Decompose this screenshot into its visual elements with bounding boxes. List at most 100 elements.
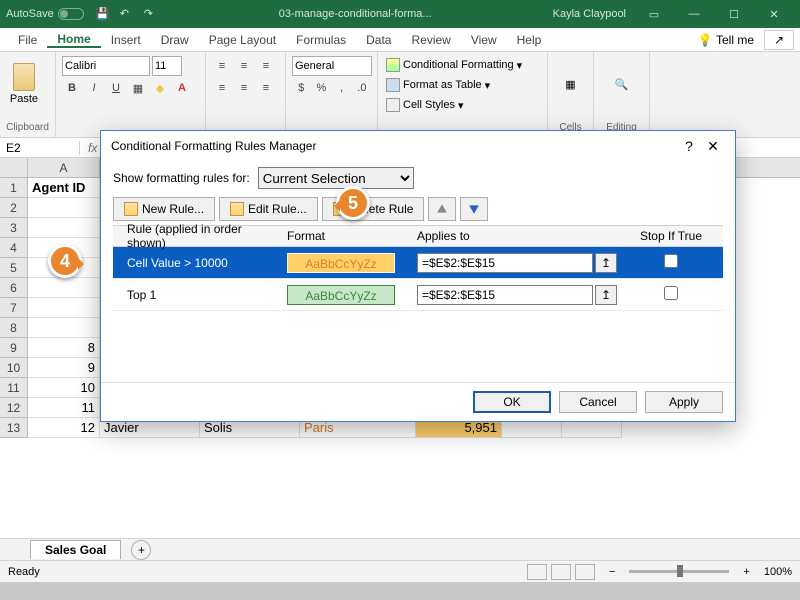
tab-insert[interactable]: Insert: [101, 33, 151, 47]
cell-styles-button[interactable]: Cell Styles ▾: [384, 96, 541, 114]
cell[interactable]: 8: [28, 338, 100, 358]
align-mid-icon[interactable]: ≡: [234, 56, 254, 76]
help-icon[interactable]: ?: [677, 138, 701, 154]
cell[interactable]: 9: [28, 358, 100, 378]
applies-to-input[interactable]: [417, 253, 593, 273]
row-header[interactable]: 5: [0, 258, 28, 278]
filename-label: 03-manage-conditional-forma...: [158, 8, 553, 20]
save-icon[interactable]: 💾: [96, 7, 110, 21]
tab-data[interactable]: Data: [356, 33, 401, 47]
select-all-corner[interactable]: [0, 158, 28, 177]
align-bot-icon[interactable]: ≡: [256, 56, 276, 76]
underline-button[interactable]: U: [106, 78, 126, 98]
tell-me[interactable]: 💡 Tell me: [698, 33, 754, 47]
ribbon-options-icon[interactable]: ▭: [634, 0, 674, 28]
paste-button[interactable]: Paste: [6, 56, 42, 112]
inc-decimal-icon[interactable]: .0: [353, 78, 371, 98]
close-icon[interactable]: ✕: [754, 0, 794, 28]
stop-if-true-checkbox[interactable]: [664, 286, 678, 300]
format-as-table-button[interactable]: Format as Table ▾: [384, 76, 541, 94]
comma-icon[interactable]: ,: [333, 78, 351, 98]
edit-rule-icon: [230, 202, 244, 216]
sheet-tab-active[interactable]: Sales Goal: [30, 540, 121, 559]
format-preview: AaBbCcYyZz: [287, 285, 395, 305]
row-header[interactable]: 1: [0, 178, 28, 198]
stop-if-true-checkbox[interactable]: [664, 254, 678, 268]
move-up-button[interactable]: [428, 197, 456, 221]
cell[interactable]: 10: [28, 378, 100, 398]
col-header-A[interactable]: A: [28, 158, 100, 177]
font-size-input[interactable]: [152, 56, 182, 76]
show-rules-select[interactable]: Current Selection: [258, 167, 414, 189]
move-down-button[interactable]: [460, 197, 488, 221]
bold-button[interactable]: B: [62, 78, 82, 98]
redo-icon[interactable]: ↷: [144, 7, 158, 21]
rule-row[interactable]: Top 1AaBbCcYyZz↥: [113, 279, 723, 311]
edit-rule-button[interactable]: Edit Rule...: [219, 197, 318, 221]
range-picker-icon[interactable]: ↥: [595, 253, 617, 273]
tab-home[interactable]: Home: [47, 32, 100, 48]
row-header[interactable]: 2: [0, 198, 28, 218]
font-name-input[interactable]: [62, 56, 150, 76]
row-header[interactable]: 9: [0, 338, 28, 358]
cell[interactable]: [28, 198, 100, 218]
row-header[interactable]: 6: [0, 278, 28, 298]
minimize-icon[interactable]: —: [674, 0, 714, 28]
font-color-button[interactable]: A: [172, 78, 192, 98]
cell[interactable]: [28, 278, 100, 298]
row-header[interactable]: 4: [0, 238, 28, 258]
currency-icon[interactable]: $: [292, 78, 310, 98]
rule-row[interactable]: Cell Value > 10000AaBbCcYyZz↥: [113, 247, 723, 279]
zoom-slider[interactable]: [629, 570, 729, 573]
tab-draw[interactable]: Draw: [151, 33, 199, 47]
border-button[interactable]: ▦: [128, 78, 148, 98]
apply-button[interactable]: Apply: [645, 391, 723, 413]
cell[interactable]: [28, 218, 100, 238]
ok-button[interactable]: OK: [473, 391, 551, 413]
share-button[interactable]: ↗: [764, 30, 794, 50]
align-top-icon[interactable]: ≡: [212, 56, 232, 76]
row-header[interactable]: 12: [0, 398, 28, 418]
row-header[interactable]: 3: [0, 218, 28, 238]
toggle-off-icon[interactable]: [58, 8, 84, 20]
percent-icon[interactable]: %: [312, 78, 330, 98]
new-rule-button[interactable]: New Rule...: [113, 197, 215, 221]
tab-file[interactable]: File: [8, 33, 47, 47]
undo-icon[interactable]: ↶: [120, 7, 134, 21]
tab-help[interactable]: Help: [507, 33, 552, 47]
add-sheet-button[interactable]: +: [131, 540, 151, 560]
tab-view[interactable]: View: [461, 33, 507, 47]
align-left-icon[interactable]: ≡: [212, 78, 232, 98]
user-name[interactable]: Kayla Claypool: [553, 8, 626, 20]
cell[interactable]: 11: [28, 398, 100, 418]
tab-page-layout[interactable]: Page Layout: [199, 33, 286, 47]
tab-review[interactable]: Review: [401, 33, 460, 47]
row-header[interactable]: 7: [0, 298, 28, 318]
cell[interactable]: Agent ID: [28, 178, 100, 198]
maximize-icon[interactable]: ☐: [714, 0, 754, 28]
conditional-formatting-button[interactable]: Conditional Formatting ▾: [384, 56, 541, 74]
align-right-icon[interactable]: ≡: [256, 78, 276, 98]
row-header[interactable]: 11: [0, 378, 28, 398]
row-header[interactable]: 10: [0, 358, 28, 378]
fill-color-button[interactable]: ◆: [150, 78, 170, 98]
row-header[interactable]: 13: [0, 418, 28, 438]
autosave-toggle[interactable]: AutoSave: [6, 8, 84, 20]
name-box[interactable]: E2: [0, 141, 80, 155]
cancel-button[interactable]: Cancel: [559, 391, 637, 413]
view-switcher[interactable]: [527, 564, 595, 580]
row-header[interactable]: 8: [0, 318, 28, 338]
italic-button[interactable]: I: [84, 78, 104, 98]
cell[interactable]: [28, 298, 100, 318]
zoom-in-button[interactable]: +: [743, 566, 749, 578]
zoom-out-button[interactable]: −: [609, 566, 615, 578]
cell[interactable]: [28, 318, 100, 338]
number-format-input[interactable]: [292, 56, 372, 76]
cf-rules-manager-dialog: Conditional Formatting Rules Manager ? ✕…: [100, 130, 736, 422]
close-dialog-icon[interactable]: ✕: [701, 138, 725, 155]
cell[interactable]: 12: [28, 418, 100, 438]
align-center-icon[interactable]: ≡: [234, 78, 254, 98]
applies-to-input[interactable]: [417, 285, 593, 305]
tab-formulas[interactable]: Formulas: [286, 33, 356, 47]
range-picker-icon[interactable]: ↥: [595, 285, 617, 305]
